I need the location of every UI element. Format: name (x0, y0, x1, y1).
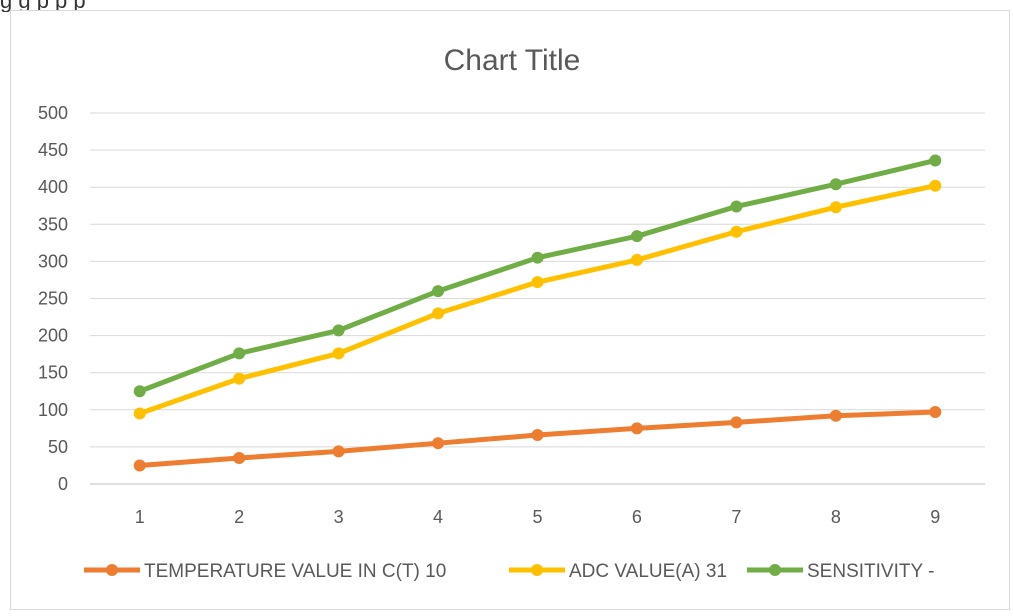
x-tick-label: 3 (334, 507, 344, 527)
y-tick-label: 250 (38, 289, 68, 309)
data-point (929, 179, 942, 192)
data-point (531, 276, 544, 289)
x-tick-label: 4 (433, 507, 443, 527)
data-point (730, 225, 743, 238)
data-point (929, 406, 942, 419)
legend: TEMPERATURE VALUE IN C(T) 10 ADC VALUE(A)… (84, 561, 934, 582)
y-tick-label: 0 (58, 474, 68, 494)
y-tick-label: 400 (38, 177, 68, 197)
chart-area-border (10, 10, 1010, 610)
gridlines (90, 112, 985, 485)
data-point (332, 445, 345, 458)
legend-item: SENSITIVITY - (747, 561, 934, 582)
y-tick-label: 500 (38, 103, 68, 123)
data-point (432, 285, 445, 298)
data-point (531, 429, 544, 442)
y-tick-label: 150 (38, 363, 68, 383)
series-1 (133, 406, 942, 472)
legend-label: TEMPERATURE VALUE IN C(T) 10 (144, 561, 446, 582)
y-tick-label: 50 (48, 437, 68, 457)
data-point (133, 407, 146, 420)
x-tick-label: 7 (731, 507, 741, 527)
legend-item: TEMPERATURE VALUE IN C(T) 10 (84, 561, 446, 582)
chart-title: Chart Title (444, 44, 581, 77)
y-axis: 0 50 100 150 200 250 300 350 400 450 500 (38, 103, 68, 494)
x-tick-label: 9 (930, 507, 940, 527)
y-tick-label: 450 (38, 140, 68, 160)
data-point (133, 385, 146, 398)
data-point (531, 251, 544, 264)
x-tick-label: 5 (532, 507, 542, 527)
x-tick-label: 6 (632, 507, 642, 527)
legend-label: ADC VALUE(A) 31 (569, 561, 727, 582)
x-tick-label: 2 (234, 507, 244, 527)
series-line (137, 183, 938, 417)
data-point (432, 307, 445, 320)
series-2 (133, 179, 942, 420)
data-point (233, 372, 246, 385)
x-tick-label: 1 (135, 507, 145, 527)
data-point (730, 200, 743, 213)
cropped-caption-text: g g p p p (0, 0, 1013, 12)
data-point (332, 324, 345, 337)
data-point (630, 253, 643, 266)
data-point (332, 347, 345, 360)
legend-label: SENSITIVITY - (807, 561, 934, 582)
data-point (630, 230, 643, 243)
data-point (432, 437, 445, 450)
legend-swatch-marker (106, 564, 118, 576)
y-tick-label: 100 (38, 400, 68, 420)
y-tick-label: 200 (38, 326, 68, 346)
series-3 (133, 154, 942, 398)
series-line (137, 157, 938, 394)
data-point (730, 416, 743, 429)
data-point (233, 452, 246, 465)
legend-swatch-marker (769, 564, 781, 576)
y-tick-label: 300 (38, 251, 68, 271)
data-point (829, 201, 842, 214)
data-point (929, 154, 942, 167)
data-point (630, 422, 643, 435)
y-tick-label: 350 (38, 214, 68, 234)
data-point (829, 409, 842, 422)
data-point (133, 459, 146, 472)
series-lines (133, 154, 942, 472)
data-point (233, 347, 246, 360)
legend-item: ADC VALUE(A) 31 (509, 561, 727, 582)
x-axis: 1 2 3 4 5 6 7 8 9 (135, 507, 941, 527)
legend-swatch-marker (531, 564, 543, 576)
data-point (829, 178, 842, 191)
x-tick-label: 8 (831, 507, 841, 527)
